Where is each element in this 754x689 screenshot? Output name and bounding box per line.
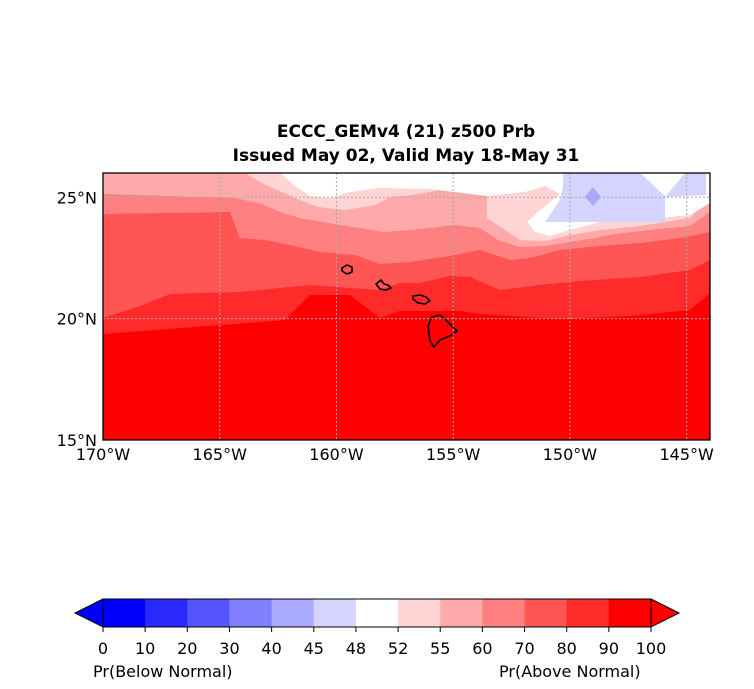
colorbar-tick-label: 10 bbox=[135, 639, 155, 658]
colorbar-swatch bbox=[524, 599, 568, 627]
colorbar-tick-label: 52 bbox=[388, 639, 408, 658]
colorbar-tick-label: 90 bbox=[599, 639, 619, 658]
map-subtitle: Issued May 02, Valid May 18-May 31 bbox=[232, 146, 580, 166]
colorbar-extend-high bbox=[650, 598, 681, 628]
colorbar-below-label: Pr(Below Normal) bbox=[93, 662, 233, 681]
colorbar: 0 10 20 30 40 45 48 52 55 60 70 80 90 100 bbox=[73, 598, 681, 658]
colorbar-swatch bbox=[187, 599, 230, 627]
colorbar-tick-label: 55 bbox=[430, 639, 450, 658]
colorbar-swatch bbox=[440, 599, 483, 627]
map-title: ECCC_GEMv4 (21) z500 Prb bbox=[276, 122, 536, 142]
lon-tick-label: 170°W bbox=[76, 445, 131, 464]
colorbar-tick-label: 30 bbox=[219, 639, 239, 658]
colorbar-swatch bbox=[482, 599, 526, 627]
colorbar-tick-label: 48 bbox=[346, 639, 366, 658]
colorbar-frame bbox=[102, 598, 652, 628]
lon-tick-label: 160°W bbox=[309, 445, 364, 464]
island-kauai bbox=[341, 264, 353, 275]
colorbar-swatch bbox=[355, 599, 399, 627]
colorbar-tick-label: 70 bbox=[514, 639, 534, 658]
colorbar-tick-label: 20 bbox=[177, 639, 197, 658]
island-oahu bbox=[375, 279, 392, 291]
colorbar-tick-label: 60 bbox=[472, 639, 492, 658]
band-45-48-b bbox=[665, 173, 706, 197]
colorbar-swatch bbox=[608, 599, 652, 627]
colorbar-swatch bbox=[566, 599, 610, 627]
colorbar-tick-label: 100 bbox=[636, 639, 667, 658]
colorbar-tick-label: 80 bbox=[557, 639, 577, 658]
colorbar-above-label: Pr(Above Normal) bbox=[499, 662, 641, 681]
coastlines bbox=[341, 264, 458, 348]
lat-tick-label: 25°N bbox=[57, 188, 97, 207]
lon-tick-label: 150°W bbox=[543, 445, 598, 464]
colorbar-swatch bbox=[103, 599, 146, 627]
colorbar-swatch bbox=[229, 599, 273, 627]
colorbar-swatch bbox=[145, 599, 188, 627]
lon-tick-label: 155°W bbox=[426, 445, 481, 464]
lat-tick-label: 20°N bbox=[57, 310, 97, 329]
colorbar-tick-label: 0 bbox=[98, 639, 108, 658]
colorbar-swatch bbox=[313, 599, 357, 627]
colorbar-swatch bbox=[398, 599, 441, 627]
lon-tick-label: 165°W bbox=[193, 445, 248, 464]
island-hawaii bbox=[427, 314, 458, 348]
colorbar-swatch bbox=[271, 599, 315, 627]
lon-tick-label: 145°W bbox=[659, 445, 714, 464]
island-maui bbox=[412, 294, 431, 305]
map-frame bbox=[102, 172, 711, 441]
lon-axis: 170°W 165°W 160°W 155°W 150°W 145°W bbox=[76, 445, 714, 464]
band-40-45 bbox=[585, 187, 601, 206]
colorbar-extend-low bbox=[73, 598, 104, 628]
colorbar-tick-label: 40 bbox=[261, 639, 281, 658]
lat-axis: 15°N 20°N 25°N bbox=[57, 188, 97, 450]
lat-tick-label: 15°N bbox=[57, 431, 97, 450]
colorbar-tick-label: 45 bbox=[304, 639, 324, 658]
probability-field bbox=[103, 173, 710, 440]
